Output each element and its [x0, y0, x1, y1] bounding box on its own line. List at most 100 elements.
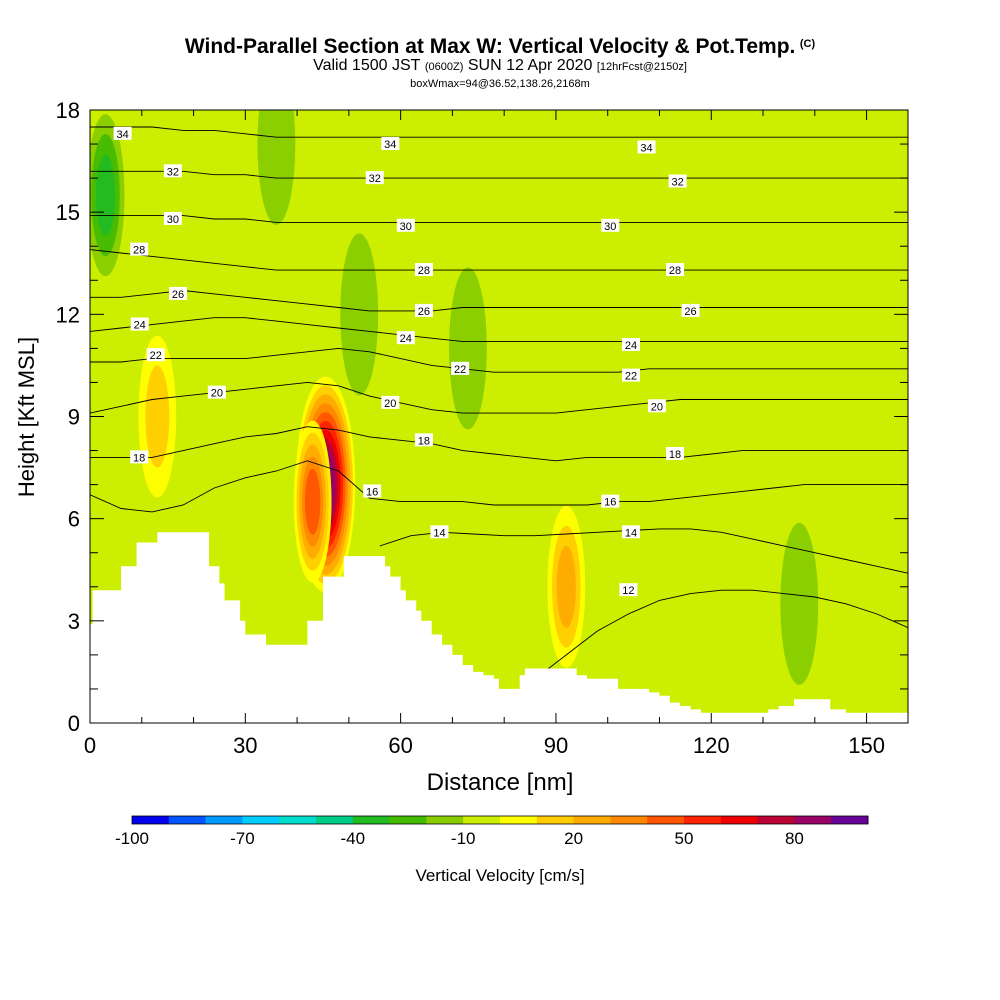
contour-label-text: 22 [150, 350, 162, 362]
contour-label-text: 18 [418, 435, 430, 447]
chart-title: Wind-Parallel Section at Max W: Vertical… [184, 35, 796, 58]
velocity-contour-band [145, 365, 170, 468]
contour-label-bg [681, 303, 700, 317]
contour-label-bg [619, 583, 638, 597]
theta-contour-30 [90, 215, 908, 223]
contour-label-bg [363, 484, 382, 498]
x-tick-label: 60 [388, 733, 412, 758]
contour-label-bg [163, 211, 182, 225]
valid-utc: (0600Z) [424, 61, 464, 74]
velocity-cell [547, 505, 586, 668]
contour-label-bg [622, 337, 641, 351]
contour-label-bg [414, 263, 433, 277]
colorbar-swatch [279, 816, 317, 824]
contour-label-text: 32 [167, 166, 179, 178]
y-tick-label: 0 [68, 711, 80, 736]
velocity-cell [340, 233, 379, 396]
contour-label-text: 18 [133, 452, 145, 464]
colorbar-frame [131, 815, 869, 825]
contour-label-text: 26 [418, 306, 430, 318]
contour-label: 24 [622, 337, 641, 352]
valid-date: SUN 12 Apr 2020 [467, 57, 593, 75]
contour-label: 18 [414, 433, 433, 447]
contour-label-bg [146, 348, 165, 362]
colorbar-swatch [610, 816, 648, 824]
colorbar-swatch [168, 816, 207, 824]
x-tick-label: 90 [544, 733, 568, 758]
contour-label-text: 24 [400, 333, 412, 345]
colorbar-swatch [720, 816, 759, 824]
contour-label-bg [622, 525, 641, 539]
contour-label-text: 18 [669, 449, 681, 461]
colorbar-swatch [463, 816, 501, 824]
plot-area: 34 34 34 32 32 32 30 30 30 28 28 28 26 26 26 24 24 24 22 22… [89, 109, 909, 724]
x-tick-label: 0 [84, 733, 96, 758]
contour-label: 28 [666, 263, 685, 277]
contour-label-text: 16 [366, 486, 378, 498]
theta-contour-34 [90, 126, 908, 138]
theta-contour-28 [90, 249, 908, 271]
contour-label-text: 30 [400, 221, 412, 233]
contour-labels: 34 34 34 32 32 32 30 30 30 28 28 28 26 26 26 24 24 24 22 22… [113, 126, 700, 597]
x-axis-label: Distance [nm] [427, 769, 574, 796]
velocity-contour-band [780, 522, 819, 685]
colorbar-label: Vertical Velocity [cm/s] [415, 866, 584, 885]
y-tick-label: 9 [68, 405, 80, 430]
contour-label-bg [451, 361, 470, 375]
chart-title-line: Wind-Parallel Section at Max W: Vertical… [0, 35, 1000, 58]
contour-label-text: 28 [669, 265, 681, 277]
contour-label-bg [130, 450, 149, 464]
colorbar-swatch [389, 816, 427, 824]
velocity-cell [257, 110, 296, 226]
contour-label-bg [396, 218, 415, 232]
contour-label: 14 [622, 525, 641, 539]
contour-label-text: 12 [622, 585, 634, 597]
theta-contour-32 [90, 170, 908, 179]
y-tick-label: 15 [56, 200, 80, 225]
contour-label-bg [601, 494, 620, 508]
contour-label: 28 [414, 263, 433, 277]
contour-label-text: 32 [369, 173, 381, 185]
colorbar: -100 -70 -40 -10 20 50 80 [115, 815, 869, 848]
contour-label-bg [207, 385, 226, 399]
contour-label-bg [365, 171, 384, 185]
velocity-cell [449, 267, 487, 430]
contour-label: 20 [207, 385, 226, 400]
contour-label: 14 [430, 525, 449, 539]
contour-label: 34 [381, 137, 400, 151]
contour-label-bg [637, 140, 656, 154]
colorbar-swatch [426, 816, 464, 824]
contour-label: 26 [169, 286, 188, 301]
colorbar-tick-label: -10 [451, 829, 476, 848]
contour-label-text: 32 [671, 177, 683, 189]
contour-label-text: 20 [211, 388, 223, 400]
colorbar-swatch [573, 816, 611, 824]
contour-label: 22 [146, 348, 165, 362]
theta-contour-24 [90, 317, 908, 343]
contour-label-bg [113, 126, 132, 140]
theta-contours [90, 126, 908, 680]
velocity-cell [293, 420, 332, 583]
contour-label-text: 34 [116, 129, 128, 141]
colorbar-tick-label: 50 [675, 829, 694, 848]
terrain-profile [90, 532, 908, 723]
colorbar-swatch [132, 816, 170, 824]
contour-label-bg [414, 303, 433, 317]
colorbar-swatch [647, 816, 685, 824]
contour-label-text: 26 [684, 306, 696, 318]
contour-label: 20 [381, 395, 400, 410]
contour-label-text: 14 [433, 527, 445, 539]
contour-label: 16 [363, 484, 382, 498]
contour-label-bg [666, 263, 685, 277]
contour-label: 18 [666, 446, 685, 461]
y-tick-label: 18 [56, 98, 80, 123]
x-tick-label: 150 [848, 733, 885, 758]
velocity-contour-band [340, 233, 379, 396]
contour-label: 32 [668, 174, 687, 189]
contour-label-bg [647, 399, 666, 413]
forecast-info: [12hrFcst@2150z] [596, 61, 687, 74]
contour-label-text: 22 [454, 364, 466, 376]
colorbar-tick-label: -70 [230, 829, 255, 848]
colorbar-swatch [316, 816, 354, 824]
